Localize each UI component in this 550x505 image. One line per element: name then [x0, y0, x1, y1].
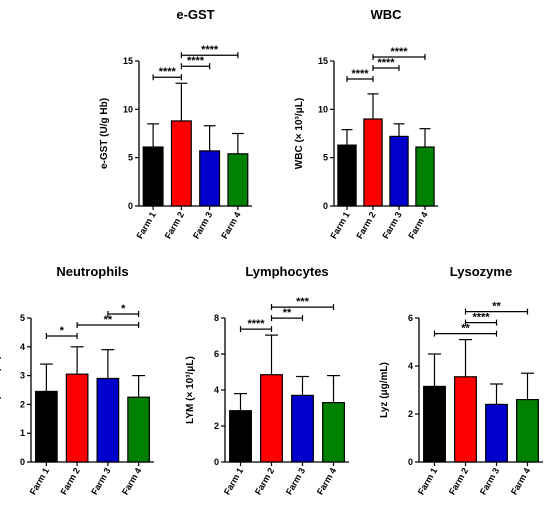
bar	[322, 402, 345, 463]
y-tick-label: 5	[20, 313, 25, 323]
y-tick-label: 0	[214, 457, 219, 467]
category-label: Farm 1	[222, 466, 245, 497]
category-label: Farm 1	[28, 466, 51, 497]
y-axis-label: e-GST (U/g Hb)	[99, 98, 110, 169]
chart-title: Neutrophils	[56, 264, 128, 279]
bar	[260, 374, 283, 463]
y-tick-label: 6	[408, 313, 413, 323]
significance-label: **	[492, 301, 501, 313]
y-tick-label: 10	[318, 104, 328, 114]
significance-label: ***	[296, 296, 310, 308]
significance-label: *	[60, 325, 65, 337]
bar	[127, 396, 150, 463]
chart-title: e-GST	[176, 7, 214, 22]
chart-panel: Neutrophils NEU (× 10³/μL) 0 1 2 3 4 5 Farm 1 Far…	[0, 264, 154, 497]
bar	[415, 146, 435, 207]
significance-label: ****	[201, 44, 219, 56]
category-label: Farm 2	[163, 210, 186, 241]
y-tick-label: 2	[408, 409, 413, 419]
category-label: Farm 3	[478, 466, 501, 497]
category-label: Farm 1	[328, 210, 351, 241]
significance-label: ****	[187, 55, 205, 67]
y-axis-label: LYM (× 10³/μL)	[185, 356, 196, 424]
chart-panel: Lymphocytes LYM (× 10³/μL) 0 2 4 6 8 Farm 1 Farm…	[185, 264, 349, 497]
category-label: Farm 3	[191, 210, 214, 241]
y-tick-label: 8	[214, 313, 219, 323]
chart-title: WBC	[370, 7, 402, 22]
bar	[291, 394, 314, 463]
bar	[516, 399, 539, 463]
y-tick-label: 0	[408, 457, 413, 467]
category-label: Farm 4	[219, 210, 242, 241]
category-label: Farm 3	[89, 466, 112, 497]
y-axis-label: NEU (× 10³/μL)	[0, 356, 2, 425]
bar	[423, 385, 446, 463]
bar	[454, 376, 477, 463]
bar	[485, 403, 508, 463]
category-label: Farm 1	[416, 466, 439, 497]
significance-label: **	[461, 323, 470, 335]
bar	[363, 118, 383, 207]
bar	[229, 410, 252, 463]
y-tick-label: 0	[323, 201, 328, 211]
category-label: Farm 2	[58, 466, 81, 497]
significance-label: *	[121, 303, 126, 315]
chart-title: Lysozyme	[450, 264, 512, 279]
y-tick-label: 4	[408, 361, 413, 371]
y-tick-label: 4	[20, 342, 25, 352]
y-tick-label: 0	[128, 201, 133, 211]
category-label: Farm 2	[354, 210, 377, 241]
significance-label: **	[283, 307, 292, 319]
category-label: Farm 2	[253, 466, 276, 497]
y-tick-label: 10	[123, 104, 133, 114]
category-label: Farm 1	[134, 210, 157, 241]
y-axis-label: Lyz (μg/mL)	[379, 362, 390, 418]
bar	[142, 146, 164, 207]
significance-label: ****	[247, 318, 265, 330]
bar	[65, 373, 89, 463]
category-label: Farm 4	[120, 466, 143, 497]
chart-title: Lymphocytes	[245, 264, 328, 279]
y-tick-label: 1	[20, 428, 25, 438]
chart-panel: Lysozyme Lyz (μg/mL) 0 2 4 6 Farm 1 Farm 2 Farm …	[379, 264, 543, 497]
bar	[337, 144, 357, 207]
significance-label: ****	[377, 57, 395, 69]
y-axis-label: WBC (× 10³/μL)	[294, 98, 305, 169]
y-tick-label: 0	[20, 457, 25, 467]
category-label: Farm 2	[447, 466, 470, 497]
significance-label: ****	[159, 66, 177, 78]
bar	[389, 135, 409, 207]
y-tick-label: 5	[323, 153, 328, 163]
bar	[227, 153, 249, 207]
significance-label: **	[104, 314, 113, 326]
category-label: Farm 4	[315, 466, 338, 497]
significance-label: ****	[390, 46, 408, 58]
category-label: Farm 4	[406, 210, 429, 241]
category-label: Farm 3	[380, 210, 403, 241]
significance-label: ****	[472, 312, 490, 324]
y-tick-label: 2	[214, 421, 219, 431]
bar	[35, 390, 58, 463]
bar	[170, 120, 192, 207]
category-label: Farm 4	[509, 466, 532, 497]
y-tick-label: 2	[20, 399, 25, 409]
y-tick-label: 6	[214, 349, 219, 359]
category-label: Farm 3	[284, 466, 307, 497]
y-tick-label: 15	[123, 56, 133, 66]
y-tick-label: 15	[318, 56, 328, 66]
y-tick-label: 5	[128, 153, 133, 163]
y-tick-label: 4	[214, 385, 219, 395]
bar	[96, 377, 120, 463]
y-tick-label: 3	[20, 371, 25, 381]
bar	[199, 150, 221, 207]
significance-label: ****	[351, 68, 369, 80]
